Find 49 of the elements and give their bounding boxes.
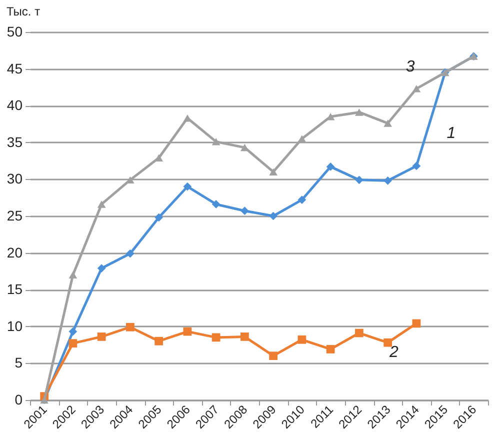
point — [97, 332, 106, 341]
series-label: 3 — [406, 58, 415, 76]
point — [412, 319, 421, 328]
y-axis-title: Тыс. т — [6, 4, 41, 18]
point — [326, 162, 335, 171]
point — [183, 327, 192, 336]
point — [212, 200, 220, 208]
point — [355, 328, 364, 338]
point — [326, 345, 335, 354]
point — [68, 271, 78, 279]
y-tick-label: 30 — [6, 170, 23, 187]
point — [154, 213, 163, 222]
point — [154, 336, 163, 346]
point — [68, 339, 78, 348]
y-tick-label: 10 — [6, 318, 23, 334]
y-tick-label: 15 — [6, 281, 23, 298]
point — [126, 322, 134, 332]
point — [212, 138, 220, 146]
point — [412, 85, 421, 92]
point — [384, 176, 392, 185]
point — [384, 120, 392, 127]
point — [240, 206, 249, 216]
series-label: 1 — [446, 125, 456, 142]
point — [298, 196, 306, 204]
y-tick-label: 20 — [6, 244, 23, 260]
point — [384, 338, 392, 347]
point — [355, 176, 364, 184]
point — [97, 264, 106, 272]
y-tick-label: 45 — [6, 60, 23, 76]
point — [269, 168, 278, 176]
point — [355, 108, 364, 116]
point — [68, 327, 78, 336]
y-tick-label: 0 — [14, 392, 23, 408]
y-tick-label: 50 — [6, 24, 23, 40]
series-label: 2 — [388, 344, 398, 361]
point — [269, 352, 278, 360]
y-tick-label: 35 — [6, 134, 23, 150]
point — [412, 162, 421, 170]
point — [212, 333, 220, 342]
y-tick-label: 25 — [6, 208, 23, 224]
y-tick-label: 40 — [6, 97, 23, 114]
point — [240, 332, 249, 341]
point — [298, 135, 306, 142]
y-tick-label: 5 — [14, 354, 23, 371]
point — [126, 249, 134, 258]
point — [269, 212, 278, 220]
point — [183, 182, 192, 191]
point — [97, 200, 106, 208]
point — [298, 335, 306, 344]
